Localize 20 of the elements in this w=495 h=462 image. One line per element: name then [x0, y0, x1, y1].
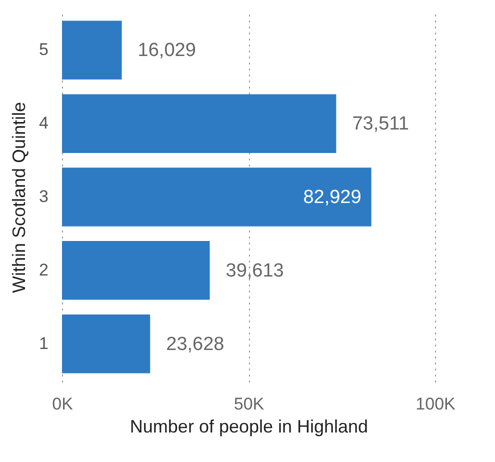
y-tick-label: 3 [39, 187, 48, 206]
data-label: 73,511 [352, 114, 409, 135]
x-tick-label: 50K [234, 394, 265, 414]
y-tick-label: 5 [39, 40, 48, 60]
x-axis-title: Number of people in Highland [130, 416, 368, 436]
y-tick-label: 2 [39, 260, 48, 280]
bar [62, 94, 336, 153]
data-label: 23,628 [166, 334, 224, 355]
y-tick-label: 1 [39, 334, 48, 353]
bar [62, 168, 372, 226]
x-tick-label: 100K [416, 394, 456, 414]
data-label: 16,029 [138, 40, 196, 62]
y-tick-label: 4 [39, 114, 48, 133]
data-label: 82,929 [303, 187, 362, 208]
bar [62, 20, 122, 80]
data-label: 39,613 [226, 260, 284, 282]
x-tick-label: 0K [52, 394, 74, 414]
y-axis-title: Within Scotland Quintile [9, 102, 30, 294]
bar [62, 241, 210, 300]
bar [62, 314, 150, 374]
